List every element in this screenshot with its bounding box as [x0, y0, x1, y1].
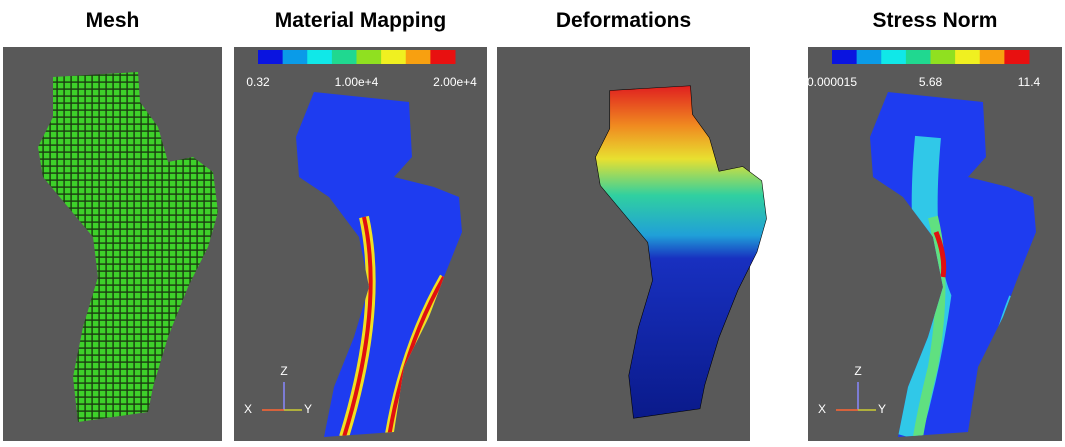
colorbar-label: 0.32 [246, 75, 270, 89]
colorbar-segment [905, 50, 931, 64]
dense-band [387, 276, 446, 437]
stress-peak [933, 231, 947, 278]
axis-label: Z [854, 364, 861, 378]
stress-band [913, 215, 946, 437]
render [296, 92, 462, 437]
panel-title: Deformations [556, 9, 691, 32]
colorbar-segment [381, 50, 407, 64]
colorbar-label: 2.00e+4 [433, 75, 477, 89]
axis-label: X [244, 402, 252, 416]
panel-title: Mesh [86, 9, 140, 32]
axis-label: X [818, 402, 826, 416]
colorbar-segment [881, 50, 907, 64]
axis-label: Y [304, 402, 312, 416]
colorbar-segment [979, 50, 1005, 64]
colorbar-segment [832, 50, 858, 64]
colorbar-label: 0.000015 [807, 75, 857, 89]
colorbar-label: 11.4 [1018, 75, 1041, 89]
axis-label: Y [878, 402, 886, 416]
colorbar-segment [258, 50, 284, 64]
colorbar-segment [856, 50, 882, 64]
dense-band [342, 216, 373, 437]
panel-title: Stress Norm [873, 9, 998, 32]
colorbar-segment [955, 50, 981, 64]
panel-title: Material Mapping [275, 9, 447, 32]
colorbar-segment [930, 50, 956, 64]
colorbar-segment [331, 50, 357, 64]
colorbar-segment [307, 50, 333, 64]
colorbar-segment [356, 50, 382, 64]
section-detail [339, 215, 448, 437]
colorbar-label: 1.00e+4 [335, 75, 379, 89]
colorbar-label: 5.68 [919, 75, 943, 89]
colorbar-segment [282, 50, 308, 64]
colorbar-segment [1004, 50, 1030, 64]
colorbar-segment [430, 50, 456, 64]
axis-label: Z [280, 364, 287, 378]
colorbar-segment [405, 50, 431, 64]
